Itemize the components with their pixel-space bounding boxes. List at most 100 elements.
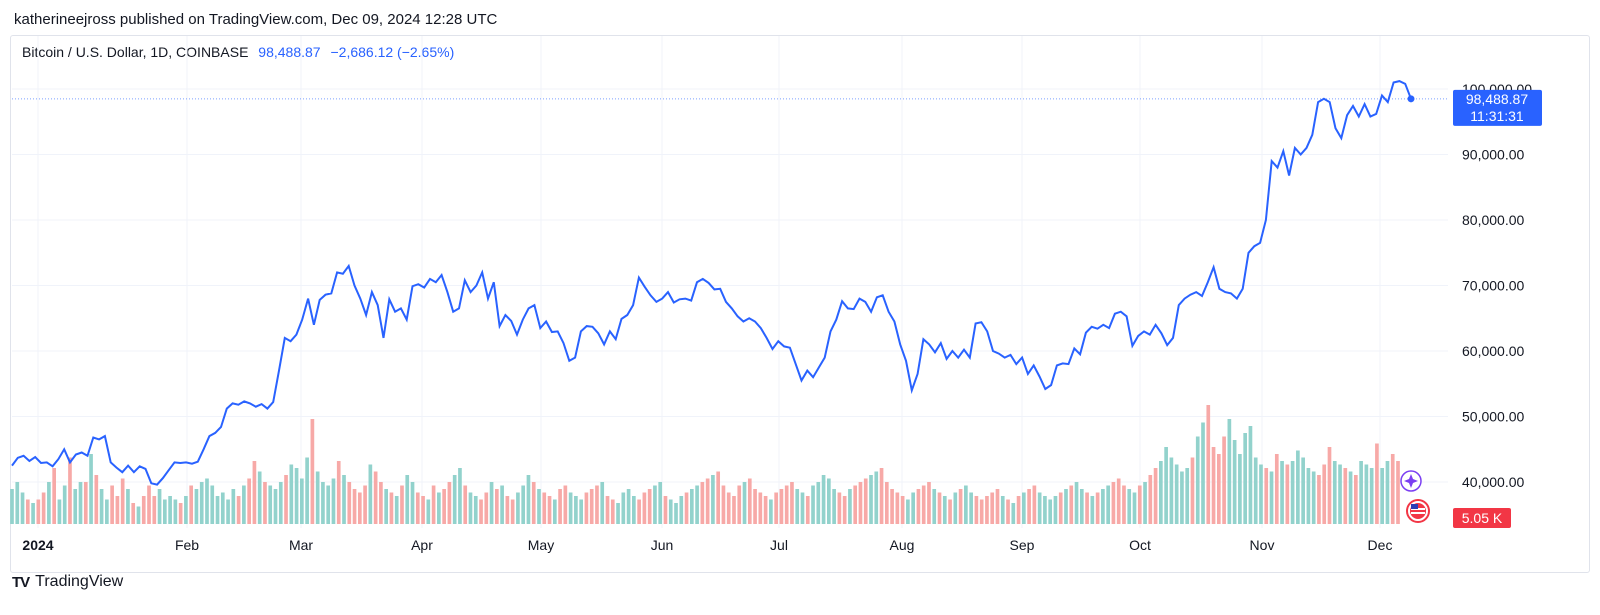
volume-bar bbox=[10, 489, 14, 524]
volume-bar bbox=[1127, 489, 1132, 524]
x-tick-label: Apr bbox=[411, 537, 433, 553]
volume-bar bbox=[969, 492, 973, 524]
volume-bar bbox=[621, 492, 626, 524]
chart-frame[interactable] bbox=[10, 35, 1590, 573]
volume-bar bbox=[1106, 485, 1110, 524]
volume-bar bbox=[215, 496, 220, 524]
volume-bar bbox=[373, 471, 378, 524]
volume-bar bbox=[1132, 492, 1137, 524]
volume-bar bbox=[642, 492, 647, 524]
volume-bar bbox=[1148, 475, 1153, 524]
volume-bar bbox=[558, 489, 562, 524]
y-tick-label: 60,000.00 bbox=[1462, 343, 1524, 359]
volume-bar bbox=[1269, 471, 1274, 524]
volume-bar bbox=[1201, 422, 1205, 524]
volume-bar bbox=[953, 492, 958, 524]
volume-bar bbox=[89, 454, 93, 524]
volume-bar bbox=[574, 496, 578, 524]
volume-bar bbox=[437, 492, 441, 524]
volume-bar bbox=[484, 492, 489, 524]
volume-bar bbox=[231, 489, 236, 524]
volume-bar bbox=[458, 468, 462, 524]
volume-bar bbox=[152, 496, 157, 524]
volume-bar bbox=[1011, 503, 1016, 524]
volume-bar bbox=[36, 499, 41, 524]
volume-bar bbox=[526, 475, 531, 524]
volume-bar bbox=[695, 485, 699, 524]
volume-bar bbox=[1248, 426, 1253, 524]
volume-bar bbox=[1090, 496, 1095, 524]
volume-bar bbox=[52, 468, 56, 524]
volume-bar bbox=[758, 492, 763, 524]
volume-bar bbox=[531, 482, 536, 524]
volume-bar bbox=[326, 485, 331, 524]
volume-bar bbox=[220, 492, 225, 524]
volume-bar bbox=[921, 485, 926, 524]
y-tick-label: 70,000.00 bbox=[1462, 278, 1524, 294]
volume-bar bbox=[205, 478, 209, 524]
volume-bar bbox=[236, 496, 241, 524]
volume-bar bbox=[1069, 485, 1074, 524]
volume-bar bbox=[384, 489, 389, 524]
volume-bar bbox=[600, 482, 605, 524]
volume-bar bbox=[753, 489, 757, 524]
sparkle-icon[interactable] bbox=[1400, 470, 1422, 492]
volume-bar bbox=[1369, 468, 1374, 524]
volume-bar bbox=[774, 492, 778, 524]
volume-bar bbox=[1153, 468, 1158, 524]
volume-bar bbox=[1227, 419, 1232, 524]
volume-bar bbox=[516, 492, 520, 524]
volume-bar bbox=[1016, 496, 1021, 524]
volume-bar bbox=[747, 478, 752, 524]
us-flag-icon[interactable] bbox=[1406, 499, 1430, 523]
volume-bar bbox=[83, 482, 88, 524]
volume-bar bbox=[552, 499, 557, 524]
volume-bar bbox=[410, 482, 415, 524]
volume-bar bbox=[663, 496, 668, 524]
x-tick-label: Dec bbox=[1368, 537, 1393, 553]
volume-bar bbox=[1290, 461, 1295, 524]
volume-bar bbox=[674, 503, 678, 524]
volume-bar bbox=[1159, 461, 1163, 524]
volume-bar bbox=[1385, 461, 1390, 524]
volume-bar bbox=[505, 496, 510, 524]
volume-bar bbox=[57, 499, 62, 524]
volume-bar bbox=[510, 499, 515, 524]
x-tick-label: Oct bbox=[1129, 537, 1151, 553]
volume-bar bbox=[1327, 447, 1332, 524]
volume-bar bbox=[616, 503, 620, 524]
volume-bar bbox=[1390, 454, 1395, 524]
volume-bar bbox=[1111, 482, 1116, 524]
volume-bar bbox=[226, 499, 230, 524]
volume-bar bbox=[1195, 436, 1200, 524]
volume-bar bbox=[879, 468, 884, 524]
volume-bar bbox=[194, 489, 199, 524]
volume-bar bbox=[68, 457, 72, 524]
tradingview-logo-icon: TV bbox=[12, 573, 30, 591]
volume-bar bbox=[1253, 457, 1258, 524]
volume-bar bbox=[173, 499, 178, 524]
volume-bar bbox=[141, 496, 146, 524]
volume-bar bbox=[442, 489, 446, 524]
volume-bar bbox=[858, 482, 863, 524]
volume-bar bbox=[827, 478, 831, 524]
volume-bar bbox=[1243, 433, 1248, 524]
volume-bar bbox=[489, 482, 494, 524]
volume-bar bbox=[647, 489, 652, 524]
volume-bar bbox=[1079, 489, 1084, 524]
volume-bar bbox=[1180, 471, 1184, 524]
volume-bar bbox=[811, 485, 815, 524]
volume-bar bbox=[1306, 468, 1311, 524]
volume-bar bbox=[1021, 492, 1026, 524]
volume-bar bbox=[853, 485, 858, 524]
volume-bar bbox=[863, 478, 868, 524]
volume-bar bbox=[363, 485, 367, 524]
volume-bar bbox=[421, 496, 425, 524]
volume-bar bbox=[136, 506, 141, 524]
volume-bar bbox=[15, 482, 20, 524]
volume-bar bbox=[1190, 457, 1195, 524]
volume-bar bbox=[1032, 485, 1037, 524]
volume-bar bbox=[948, 499, 952, 524]
volume-bar bbox=[605, 496, 610, 524]
